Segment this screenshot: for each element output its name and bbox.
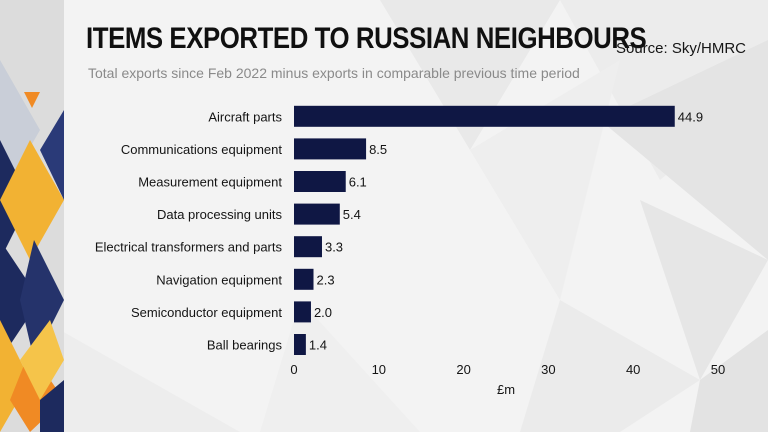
data-label: 1.4 xyxy=(309,338,327,353)
x-tick-label: 30 xyxy=(541,362,555,377)
bar xyxy=(294,138,367,160)
x-tick-label: 10 xyxy=(372,362,386,377)
x-tick-label: 50 xyxy=(711,362,725,377)
chart-title: ITEMS EXPORTED TO RUSSIAN NEIGHBOURS xyxy=(86,22,647,55)
x-tick-label: 40 xyxy=(626,362,640,377)
category-label: Data processing units xyxy=(157,207,283,222)
bar xyxy=(294,105,675,127)
category-label: Ball bearings xyxy=(207,338,283,353)
data-label: 2.0 xyxy=(314,305,332,320)
bar xyxy=(294,268,314,290)
data-label: 3.3 xyxy=(325,240,343,255)
bar xyxy=(294,203,340,225)
bar xyxy=(294,236,322,258)
source-credit: Source: Sky/HMRC xyxy=(615,40,746,57)
data-label: 5.4 xyxy=(343,207,361,222)
category-label: Navigation equipment xyxy=(156,272,282,287)
data-label: 44.9 xyxy=(678,109,703,124)
category-label: Measurement equipment xyxy=(138,175,282,190)
data-label: 6.1 xyxy=(349,175,367,190)
x-tick-label: 0 xyxy=(290,362,297,377)
bar xyxy=(294,334,306,355)
data-label: 8.5 xyxy=(369,142,387,157)
data-label: 2.3 xyxy=(317,272,335,287)
category-label: Aircraft parts xyxy=(208,109,282,124)
category-label: Electrical transformers and parts xyxy=(95,240,283,255)
x-tick-label: 20 xyxy=(456,362,470,377)
category-label: Semiconductor equipment xyxy=(131,305,282,320)
x-axis-label: £m xyxy=(497,382,515,397)
decorative-strip xyxy=(0,0,64,432)
category-label: Communications equipment xyxy=(121,142,283,157)
bar xyxy=(294,171,346,192)
chart-subtitle: Total exports since Feb 2022 minus expor… xyxy=(88,65,580,81)
orange-triangle-marker xyxy=(24,92,40,108)
bar xyxy=(294,301,311,323)
